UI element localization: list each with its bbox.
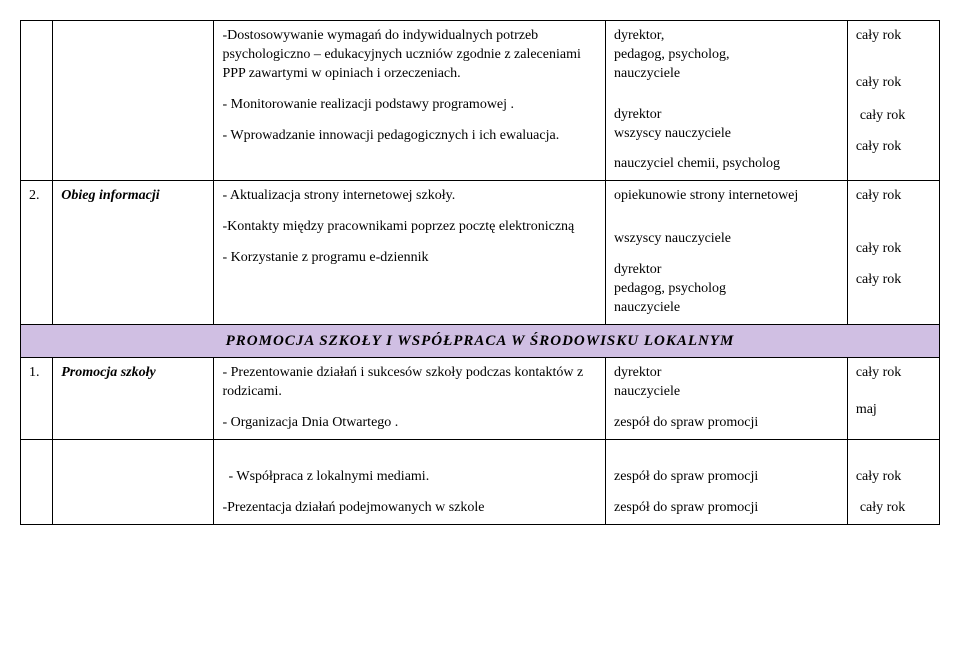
time-text: cały rok bbox=[856, 364, 931, 383]
time-text: cały rok bbox=[856, 499, 931, 518]
resp-text: nauczyciel chemii, psycholog bbox=[614, 155, 839, 174]
time-text: cały rok bbox=[856, 187, 931, 206]
action-text: -Dostosowywanie wymagań do indywidualnyc… bbox=[222, 27, 597, 84]
table-row: 2. Obieg informacji - Aktualizacja stron… bbox=[21, 181, 940, 324]
resp-text: zespół do spraw promocji bbox=[614, 499, 839, 518]
cell-actions: - Współpraca z lokalnymi mediami. -Preze… bbox=[214, 439, 606, 524]
time-text: cały rok bbox=[856, 468, 931, 487]
cell-actions: -Dostosowywanie wymagań do indywidualnyc… bbox=[214, 21, 606, 181]
cell-label bbox=[53, 439, 214, 524]
action-text: - Korzystanie z programu e-dziennik bbox=[222, 249, 597, 268]
cell-num bbox=[21, 21, 53, 181]
resp-text: dyrektor, pedagog, psycholog, nauczyciel… bbox=[614, 27, 839, 84]
action-text: - Wprowadzanie innowacji pedagogicznych … bbox=[222, 127, 597, 146]
cell-num: 2. bbox=[21, 181, 53, 324]
resp-text: dyrektor pedagog, psycholog nauczyciele bbox=[614, 261, 839, 318]
cell-time: cały rok cały rok cały rok bbox=[847, 181, 939, 324]
cell-responsible: opiekunowie strony internetowej wszyscy … bbox=[606, 181, 848, 324]
cell-time: cały rok cały rok bbox=[847, 439, 939, 524]
cell-time: cały rok cały rok cały rok cały rok bbox=[847, 21, 939, 181]
action-text: - Monitorowanie realizacji podstawy prog… bbox=[222, 96, 597, 115]
cell-actions: - Aktualizacja strony internetowej szkoł… bbox=[214, 181, 606, 324]
time-text: maj bbox=[856, 401, 931, 420]
cell-responsible: dyrektor nauczyciele zespół do spraw pro… bbox=[606, 358, 848, 440]
cell-actions: - Prezentowanie działań i sukcesów szkoł… bbox=[214, 358, 606, 440]
section-title: PROMOCJA SZKOŁY I WSPÓŁPRACA W ŚRODOWISK… bbox=[21, 324, 940, 357]
time-text: cały rok bbox=[856, 27, 931, 46]
cell-num: 1. bbox=[21, 358, 53, 440]
time-text: cały rok bbox=[856, 138, 931, 157]
cell-num bbox=[21, 439, 53, 524]
table-row: -Dostosowywanie wymagań do indywidualnyc… bbox=[21, 21, 940, 181]
resp-text: zespół do spraw promocji bbox=[614, 414, 839, 433]
cell-label: Promocja szkoły bbox=[53, 358, 214, 440]
time-text: cały rok bbox=[856, 74, 931, 93]
document-table: -Dostosowywanie wymagań do indywidualnyc… bbox=[20, 20, 940, 525]
resp-text: opiekunowie strony internetowej bbox=[614, 187, 839, 206]
action-text: - Aktualizacja strony internetowej szkoł… bbox=[222, 187, 597, 206]
table-row: 1. Promocja szkoły - Prezentowanie dział… bbox=[21, 358, 940, 440]
action-text: - Współpraca z lokalnymi mediami. bbox=[222, 468, 597, 487]
cell-label: Obieg informacji bbox=[53, 181, 214, 324]
cell-responsible: zespół do spraw promocji zespół do spraw… bbox=[606, 439, 848, 524]
action-text: - Organizacja Dnia Otwartego . bbox=[222, 414, 597, 433]
resp-text: dyrektor nauczyciele bbox=[614, 364, 839, 402]
time-text: cały rok bbox=[856, 107, 931, 126]
cell-responsible: dyrektor, pedagog, psycholog, nauczyciel… bbox=[606, 21, 848, 181]
action-text: -Kontakty między pracownikami poprzez po… bbox=[222, 218, 597, 237]
resp-text: zespół do spraw promocji bbox=[614, 468, 839, 487]
cell-label bbox=[53, 21, 214, 181]
resp-text: dyrektor wszyscy nauczyciele bbox=[614, 106, 839, 144]
time-text: cały rok bbox=[856, 240, 931, 259]
section-header-row: PROMOCJA SZKOŁY I WSPÓŁPRACA W ŚRODOWISK… bbox=[21, 324, 940, 357]
time-text: cały rok bbox=[856, 271, 931, 290]
resp-text: wszyscy nauczyciele bbox=[614, 230, 839, 249]
action-text: -Prezentacja działań podejmowanych w szk… bbox=[222, 499, 597, 518]
cell-time: cały rok maj bbox=[847, 358, 939, 440]
table-row: - Współpraca z lokalnymi mediami. -Preze… bbox=[21, 439, 940, 524]
action-text: - Prezentowanie działań i sukcesów szkoł… bbox=[222, 364, 597, 402]
